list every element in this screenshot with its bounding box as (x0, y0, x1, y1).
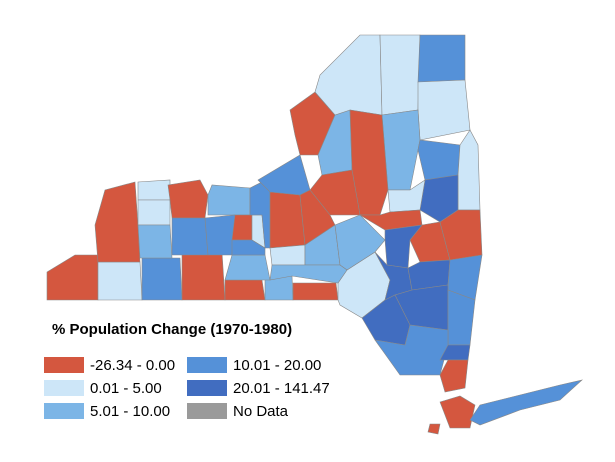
county (167, 179, 209, 219)
county (231, 239, 266, 256)
legend-swatch (187, 403, 227, 419)
legend-swatch (44, 380, 84, 396)
county (387, 179, 426, 213)
county (141, 257, 183, 301)
county (204, 214, 236, 256)
county (269, 264, 348, 284)
legend: -26.34 - 0.00 0.01 - 5.00 5.01 - 10.00 10.0… (44, 357, 330, 420)
county (224, 279, 266, 301)
legend-label: -26.34 - 0.00 (90, 357, 175, 374)
legend-swatch (187, 380, 227, 396)
county (231, 214, 253, 241)
county (46, 254, 99, 301)
county (417, 34, 466, 83)
county (417, 139, 461, 181)
counties (46, 34, 584, 435)
legend-label: 0.01 - 5.00 (90, 380, 162, 397)
county (314, 34, 383, 116)
legend-label: 5.01 - 10.00 (90, 403, 170, 420)
county (269, 244, 306, 266)
county (171, 217, 209, 256)
county (379, 34, 421, 116)
county (94, 181, 141, 263)
legend-swatch (44, 403, 84, 419)
county (292, 282, 339, 301)
county (137, 199, 171, 226)
county (181, 251, 226, 301)
county (457, 129, 481, 211)
legend-label: No Data (233, 403, 289, 420)
county (439, 395, 476, 429)
county (381, 109, 421, 191)
county (447, 289, 476, 346)
legend-title: % Population Change (1970-1980) (52, 321, 292, 338)
county (439, 209, 483, 261)
county (224, 254, 271, 281)
county (97, 261, 143, 301)
county (137, 179, 171, 201)
county (417, 79, 471, 141)
county (427, 423, 441, 435)
county (374, 324, 449, 376)
county (269, 191, 306, 249)
legend-label: 10.01 - 20.00 (233, 357, 321, 374)
legend-swatch (187, 357, 227, 373)
county (469, 379, 584, 426)
county (207, 184, 251, 216)
county (137, 224, 173, 259)
county (439, 359, 469, 393)
legend-swatch (44, 357, 84, 373)
legend-label: 20.01 - 141.47 (233, 380, 330, 397)
